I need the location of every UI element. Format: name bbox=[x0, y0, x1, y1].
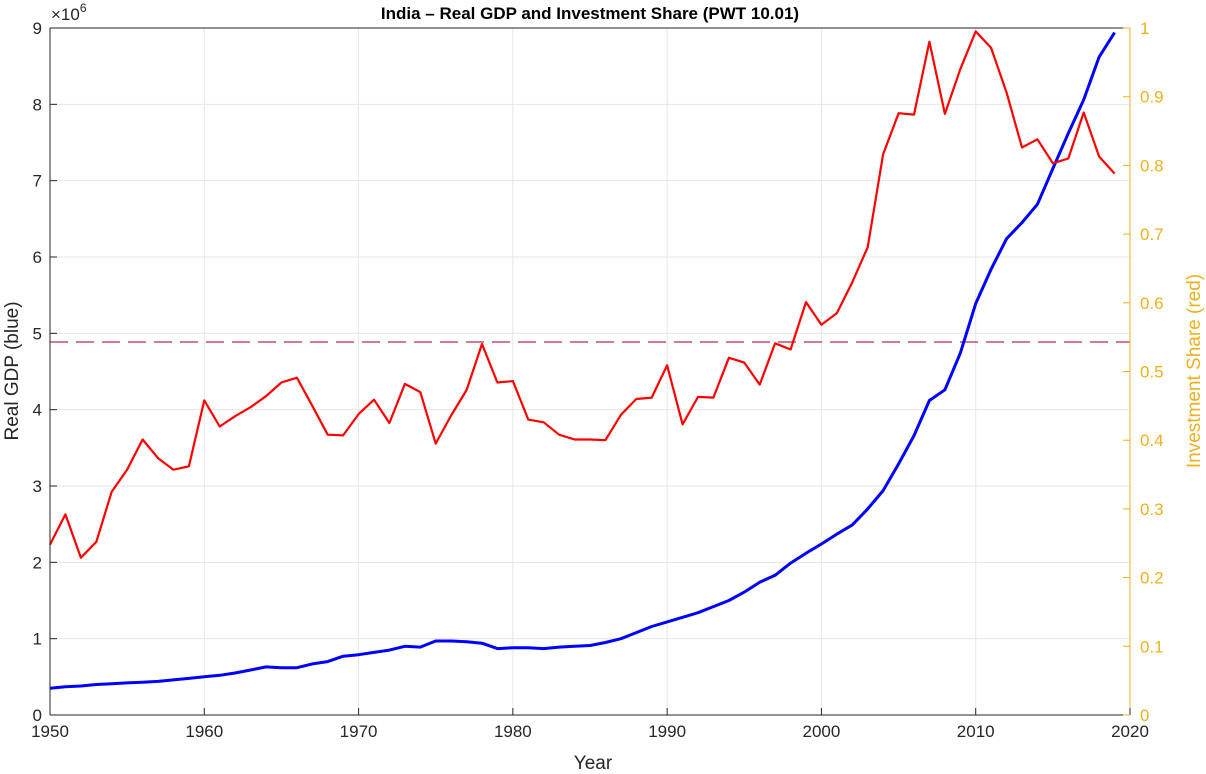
right-tick-label: 0.2 bbox=[1140, 569, 1164, 588]
right-tick-label: 1 bbox=[1140, 19, 1149, 38]
gridlines bbox=[49, 27, 1131, 716]
x-axis-label: Year bbox=[574, 753, 613, 774]
series-lines bbox=[49, 30, 1116, 690]
right-tick-label: 0.6 bbox=[1140, 294, 1164, 313]
left-tick-label: 7 bbox=[33, 172, 42, 191]
right-y-axis-label: Investment Share (red) bbox=[1184, 274, 1205, 468]
left-tick-label: 6 bbox=[33, 248, 42, 267]
chart-title: India – Real GDP and Investment Share (P… bbox=[381, 4, 799, 23]
investment-share-line bbox=[49, 30, 1116, 559]
right-tick-label: 0.9 bbox=[1140, 88, 1164, 107]
left-axis-ticks: 0 1 2 3 4 5 6 7 8 9 bbox=[33, 19, 57, 725]
exponent-power: 6 bbox=[80, 1, 87, 15]
right-tick-label: 0.5 bbox=[1140, 363, 1164, 382]
x-tick-label: 1970 bbox=[340, 722, 378, 741]
left-tick-label: 4 bbox=[33, 401, 42, 420]
right-tick-label: 0.7 bbox=[1140, 225, 1164, 244]
right-tick-label: 0 bbox=[1140, 706, 1149, 725]
left-axis-exponent: ×106 bbox=[51, 1, 87, 24]
left-tick-label: 5 bbox=[33, 324, 42, 343]
left-tick-label: 8 bbox=[33, 95, 42, 114]
real-gdp-line bbox=[49, 31, 1116, 690]
left-tick-label: 0 bbox=[33, 706, 42, 725]
x-tick-label: 1980 bbox=[494, 722, 532, 741]
right-tick-label: 0.3 bbox=[1140, 500, 1164, 519]
exponent-base: ×10 bbox=[51, 5, 80, 24]
x-tick-label: 1960 bbox=[185, 722, 223, 741]
left-tick-label: 9 bbox=[33, 19, 42, 38]
x-tick-label: 1950 bbox=[31, 722, 69, 741]
x-axis-ticks: 1950 1960 1970 1980 1990 2000 2010 2020 bbox=[31, 708, 1149, 741]
right-tick-label: 0.4 bbox=[1140, 431, 1164, 450]
left-tick-label: 3 bbox=[33, 477, 42, 496]
x-tick-label: 2010 bbox=[957, 722, 995, 741]
axes bbox=[49, 27, 1131, 716]
x-tick-label: 1990 bbox=[648, 722, 686, 741]
left-y-axis-label: Real GDP (blue) bbox=[2, 301, 23, 440]
right-axis-ticks: 0 0.1 0.2 0.3 0.4 0.5 0.6 0.7 0.8 0.9 1 bbox=[1123, 19, 1164, 725]
x-tick-label: 2000 bbox=[803, 722, 841, 741]
right-tick-label: 0.8 bbox=[1140, 156, 1164, 175]
left-tick-label: 2 bbox=[33, 553, 42, 572]
left-tick-label: 1 bbox=[33, 630, 42, 649]
x-tick-label: 2020 bbox=[1111, 722, 1149, 741]
right-tick-label: 0.1 bbox=[1140, 637, 1164, 656]
